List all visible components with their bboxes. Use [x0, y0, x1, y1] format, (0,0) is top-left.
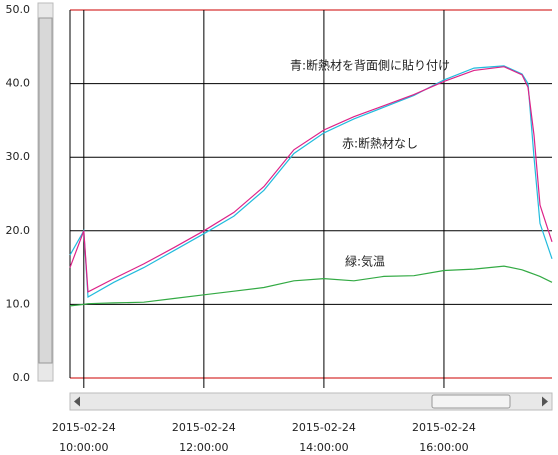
y-tick-label: 50.0 [6, 3, 31, 16]
x-tick-label-line: 2015-02-24 [172, 421, 236, 434]
annotation: 青:断熱材を背面側に貼り付け [290, 58, 450, 73]
series-line [69, 65, 553, 298]
plot-area: 0.0 10.0 20.0 30.0 40.0 50.0 2015-02-24 10:00:0… [6, 3, 553, 454]
annotation: 赤:断熱材なし [342, 136, 418, 151]
scroll-left-arrow[interactable] [74, 396, 80, 407]
vertical-scrollbar[interactable] [37, 2, 54, 382]
y-tick-label: 40.0 [6, 77, 31, 90]
x-tick-label: 2015-02-24 12:00:00 [172, 421, 236, 454]
y-tick-label: 30.0 [6, 150, 31, 163]
x-tick-label-line: 2015-02-24 [292, 421, 356, 434]
y-tick-label: 0.0 [13, 371, 31, 384]
series-line [69, 265, 553, 307]
x-tick-label-line: 16:00:00 [419, 441, 468, 454]
x-tick-label-line: 10:00:00 [59, 441, 108, 454]
annotation: 緑:気温 [345, 254, 385, 269]
x-tick-label-line: 12:00:00 [179, 441, 228, 454]
scroll-right-arrow[interactable] [542, 396, 548, 407]
scroll-thumb[interactable] [431, 394, 511, 409]
horizontal-scrollbar[interactable] [69, 392, 553, 411]
series-line [69, 66, 553, 293]
x-tick-label-line: 2015-02-24 [412, 421, 476, 434]
y-tick-label: 20.0 [6, 224, 31, 237]
x-tick-label-line: 2015-02-24 [52, 421, 116, 434]
x-tick-label: 2015-02-24 16:00:00 [412, 421, 476, 454]
x-tick-label: 2015-02-24 14:00:00 [292, 421, 356, 454]
scroll-thumb[interactable] [38, 17, 53, 364]
y-tick-label: 10.0 [6, 297, 31, 310]
x-tick-label: 2015-02-24 10:00:00 [52, 421, 116, 454]
x-tick-label-line: 14:00:00 [299, 441, 348, 454]
